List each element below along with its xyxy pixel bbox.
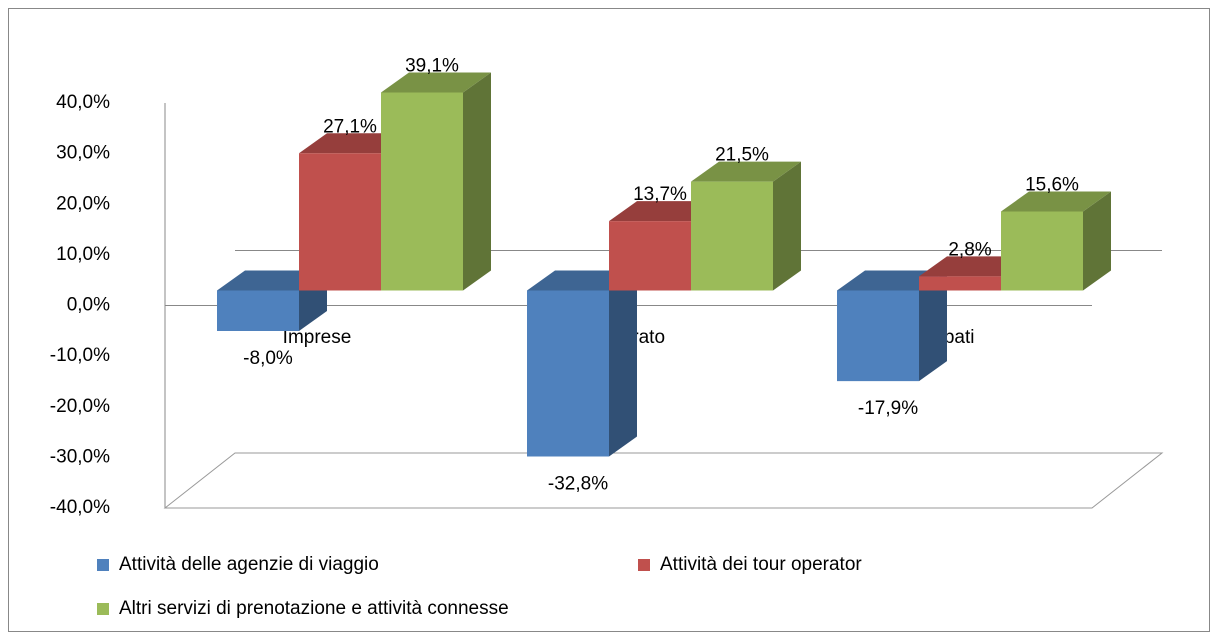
x-tick-label: Imprese (283, 327, 352, 348)
y-tick-label: -20,0% (50, 396, 110, 417)
value-label: -32,8% (548, 474, 608, 495)
legend-swatch (638, 559, 650, 571)
bar-front (919, 276, 1001, 291)
value-label: -8,0% (243, 348, 293, 369)
bar-front (1001, 211, 1083, 291)
bar-side (919, 270, 947, 382)
bar-front (217, 290, 299, 331)
legend-label: Attività delle agenzie di viaggio (119, 554, 379, 575)
bar-front (527, 290, 609, 457)
legend-label: Altri servizi di prenotazione e attività… (119, 598, 509, 619)
bar-side (1083, 191, 1111, 291)
bar-front (691, 181, 773, 291)
bar-side (773, 161, 801, 291)
y-tick-label: -40,0% (50, 497, 110, 518)
value-label: 13,7% (633, 184, 687, 205)
value-label: 2,8% (948, 239, 991, 260)
legend-swatch (97, 603, 109, 615)
floor (163, 452, 1164, 509)
value-label: 21,5% (715, 145, 769, 166)
bar (527, 270, 637, 457)
legend-swatch (97, 559, 109, 571)
y-tick-label: 20,0% (56, 193, 110, 214)
bar-front (837, 290, 919, 382)
value-label: 39,1% (405, 56, 459, 77)
y-tick-label: 0,0% (67, 295, 110, 316)
y-tick-label: 30,0% (56, 143, 110, 164)
bar (691, 161, 801, 291)
bar-side (609, 270, 637, 457)
value-label: 15,6% (1025, 175, 1079, 196)
legend-label: Attività dei tour operator (660, 554, 862, 575)
bar-front (299, 153, 381, 291)
bar (381, 72, 491, 291)
y-tick-label: -30,0% (50, 446, 110, 467)
bar-side (463, 72, 491, 291)
value-label: 27,1% (323, 116, 377, 137)
bar-top (691, 161, 801, 182)
y-tick-label: 10,0% (56, 244, 110, 265)
y-tick-label: 40,0% (56, 92, 110, 113)
bar-front (381, 92, 463, 291)
bar-top (381, 72, 491, 93)
bar (1001, 191, 1111, 291)
bar-top (1001, 191, 1111, 212)
bar-front (609, 221, 691, 291)
y-tick-label: -10,0% (50, 345, 110, 366)
value-label: -17,9% (858, 398, 918, 419)
